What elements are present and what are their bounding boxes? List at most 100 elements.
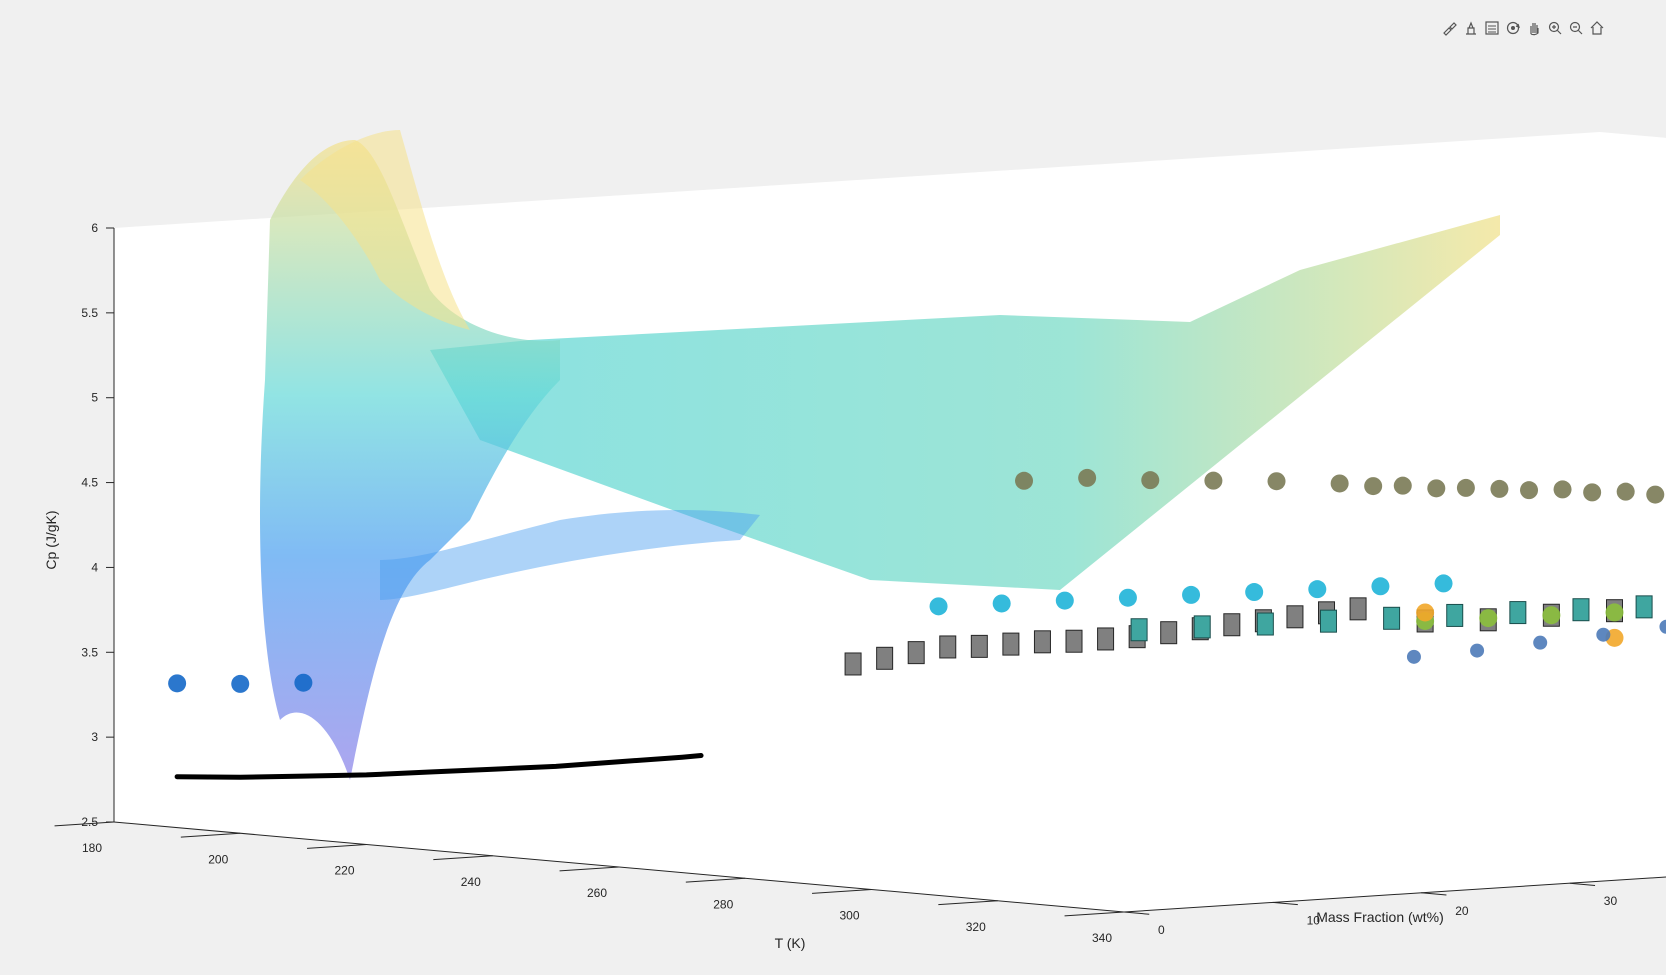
pan-button[interactable] [1524, 18, 1543, 38]
data-point-square [1033, 630, 1051, 654]
y-tick-label: 0 [1158, 923, 1165, 937]
data-point-circle [1245, 583, 1264, 602]
legend-button[interactable] [1482, 18, 1501, 38]
series-2 [1130, 595, 1653, 642]
x-tick-label: 340 [1092, 931, 1112, 945]
data-point-circle [929, 597, 948, 616]
data-point-circle [1330, 474, 1349, 493]
data-point-circle [992, 594, 1011, 613]
brush-button[interactable] [1440, 18, 1459, 38]
data-point-circle [1553, 480, 1572, 499]
zoom-in-icon [1548, 21, 1561, 35]
rotate-3d-icon [1506, 21, 1520, 35]
x-tick-label: 200 [208, 852, 228, 866]
y-tick-mark [1123, 911, 1150, 915]
brush-icon [1442, 22, 1457, 36]
x-tick-mark [180, 832, 241, 838]
y-tick-label: 10 [1307, 913, 1321, 927]
data-point-circle [1141, 471, 1160, 490]
data-point-circle [1520, 481, 1539, 500]
series-10 [1406, 619, 1666, 664]
data-point-square [1349, 597, 1367, 621]
z-tick-label: 5.5 [81, 306, 98, 320]
data-point-square [1065, 629, 1083, 653]
data-point-circle [1456, 478, 1475, 497]
x-tick-mark [559, 866, 620, 872]
data-markers [168, 468, 1666, 693]
data-tips-icon [1465, 21, 1476, 35]
data-point-circle [1364, 477, 1383, 496]
surface-main-sheet [430, 215, 1500, 590]
data-point-circle [1533, 635, 1548, 650]
x-tick-label: 180 [82, 841, 102, 855]
series-5 [1364, 477, 1635, 501]
z-tick-label: 3.5 [81, 645, 98, 659]
data-point-circle [1427, 479, 1446, 498]
series-4 [1015, 468, 1665, 504]
data-point-circle [1646, 485, 1665, 504]
data-point-circle [1434, 574, 1453, 593]
rotate-3d-button[interactable] [1503, 18, 1522, 38]
data-point-square [970, 634, 988, 658]
data-tips-button[interactable] [1461, 18, 1480, 38]
pan-icon [1529, 23, 1539, 36]
data-point-square [1130, 618, 1148, 642]
pure-water-curve-line [174, 753, 704, 780]
x-tick-label: 260 [587, 886, 607, 900]
x-tick-mark [938, 900, 998, 906]
x-tick-mark [1064, 911, 1125, 917]
data-point-circle [294, 673, 313, 692]
data-point-circle [1605, 603, 1624, 622]
data-point-circle [1596, 627, 1611, 642]
x-tick-label: 300 [839, 909, 859, 923]
z-tick-label: 4.5 [81, 476, 98, 490]
legend-icon [1484, 21, 1499, 35]
y-axis-line [1123, 876, 1666, 913]
data-point-circle [1267, 472, 1286, 491]
data-point-circle [1118, 588, 1137, 607]
zoom-out-button[interactable] [1566, 18, 1585, 38]
home-button[interactable] [1587, 18, 1606, 38]
data-point-circle [1393, 476, 1412, 495]
surface-plot [260, 130, 1500, 780]
data-point-square [1635, 595, 1653, 619]
data-point-square [844, 652, 862, 676]
data-point-circle [1308, 580, 1327, 599]
y-tick-label: 30 [1604, 894, 1618, 908]
data-point-circle [1470, 643, 1485, 658]
home-icon [1590, 21, 1603, 35]
surface-peak [300, 130, 470, 330]
data-point-square [1193, 615, 1211, 639]
x-tick-mark [54, 821, 115, 827]
zoom-in-button[interactable] [1545, 18, 1564, 38]
surface-lower-fold [380, 510, 760, 600]
z-tick-label: 5 [91, 391, 98, 405]
data-point-circle [1479, 609, 1498, 628]
z-axis-label: Cp (J/gK) [43, 510, 59, 569]
data-point-circle [1182, 585, 1201, 604]
data-point-square [1223, 613, 1241, 637]
data-point-square [1319, 609, 1337, 633]
z-tick-label: 3 [91, 730, 98, 744]
data-point-square [1286, 605, 1304, 629]
y-axis-label: Mass Fraction (wt%) [1316, 909, 1444, 925]
series-0 [844, 597, 1367, 676]
z-tick-label: 2.5 [81, 815, 98, 829]
z-tick-label: 6 [91, 221, 98, 235]
y-tick-label: 20 [1455, 904, 1469, 918]
data-point-circle [231, 674, 250, 693]
data-point-circle [1416, 603, 1435, 622]
data-point-circle [1583, 483, 1602, 502]
y-tick-mark [1272, 901, 1298, 906]
data-point-circle [1659, 619, 1666, 634]
data-point-square [1160, 621, 1178, 645]
data-point-square [1256, 612, 1274, 636]
data-point-circle [168, 674, 187, 693]
x-tick-mark [812, 889, 872, 894]
axes-toolbar [1440, 16, 1606, 40]
series-8 [929, 574, 1453, 616]
data-point-square [907, 641, 925, 665]
data-point-circle [1371, 577, 1390, 596]
x-tick-mark [307, 844, 367, 849]
